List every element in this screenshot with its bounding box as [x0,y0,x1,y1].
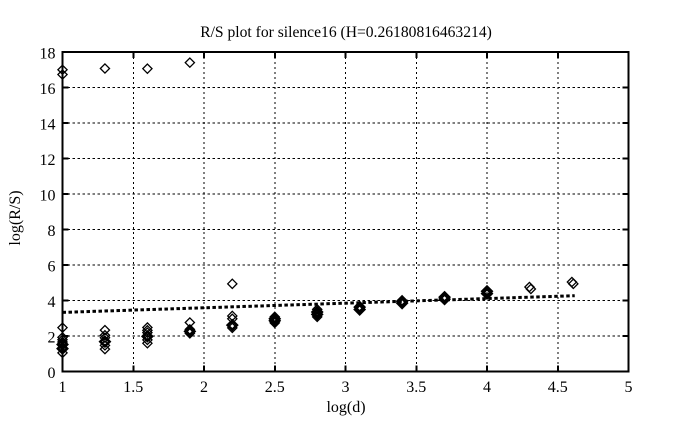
data-point-diamond [183,324,197,338]
x-tick-label: 4.5 [548,379,568,396]
y-tick-label: 2 [48,330,56,347]
data-point-diamond [310,305,324,319]
data-point-diamond [395,296,409,310]
x-tick-label: 4 [483,379,491,396]
y-tick-label: 4 [48,294,56,311]
data-point-diamond [184,327,196,339]
data-point-diamond [99,339,111,351]
data-point-diamond [140,329,154,343]
data-point-diamond [56,331,69,343]
x-tick-label: 1.5 [123,379,143,396]
data-point-diamond [438,290,451,304]
data-point-diamond [99,324,111,336]
data-point-diamond [353,300,367,314]
data-point-diamond [98,335,112,349]
y-tick-label: 12 [40,152,56,169]
data-point-diamond [311,311,323,323]
data-point-diamond [99,62,111,75]
data-point-diamond [141,63,153,75]
data-point-diamond [225,318,239,332]
data-point-diamond [226,278,238,290]
data-point-diamond [226,322,238,334]
hurst-fit-line [62,294,575,314]
data-point-diamond [141,334,153,346]
x-tick-label: 2 [200,379,208,396]
x-tick-label: 3 [342,379,350,396]
data-point-diamond [184,57,196,69]
data-point-diamond [268,312,282,326]
data-point-diamond [99,332,111,344]
data-point-diamond [99,343,111,355]
data-point-diamond [567,278,579,290]
data-point-diamond [268,314,282,328]
data-point-diamond [56,69,69,81]
data-point-diamond [269,311,281,323]
y-tick-label: 0 [48,365,56,382]
x-tick-label: 2.5 [265,379,285,396]
y-tick-label: 16 [40,81,56,98]
data-points [56,57,579,359]
axes-and-ticks [61,51,630,373]
data-point-diamond [310,307,324,321]
data-point-diamond [141,327,153,339]
x-tick-label: 5 [625,379,633,396]
data-point-diamond [56,336,69,348]
data-point-diamond [311,303,323,315]
data-point-diamond [56,342,69,356]
y-tick-label: 6 [48,259,56,276]
x-tick-label: 3.5 [406,379,426,396]
data-point-diamond [566,276,578,288]
data-point-diamond [480,284,494,298]
tick-labels: 1 1.5 2 2.5 3 3.5 4 4.5 5 0 2 4 6 8 10 12 14 16 18 [40,46,633,397]
y-tick-label: 14 [40,117,56,134]
data-point-diamond [56,347,69,359]
data-point-diamond [56,64,69,76]
data-point-diamond [480,287,494,301]
data-point-diamond [395,294,409,308]
y-tick-label: 8 [48,223,56,240]
x-tick-label: 1 [59,379,67,396]
x-axis-label: log(d) [326,399,365,416]
chart-title: R/S plot for silence16 (H=0.261808164632… [200,24,492,41]
data-point-diamond [269,317,281,329]
data-point-diamond [438,292,451,306]
data-point-diamond [525,283,537,295]
y-axis-label: log(R/S) [7,190,24,245]
data-point-diamond [184,323,196,335]
y-tick-label: 10 [40,188,56,205]
data-point-diamond [141,337,153,349]
data-point-diamond [353,303,367,316]
y-tick-label: 18 [40,46,56,63]
